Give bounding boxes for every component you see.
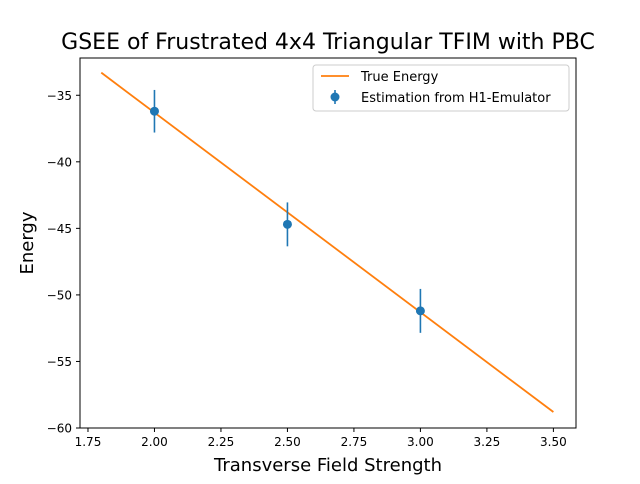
legend-true-energy-label: True Energy [360, 70, 439, 85]
x-tick-label: 2.50 [274, 435, 301, 449]
true-energy-line [100, 71, 554, 413]
estimation-point [149, 106, 159, 116]
x-tick-label: 2.00 [141, 435, 168, 449]
x-tick-label: 3.00 [407, 435, 434, 449]
estimation-point [282, 219, 292, 229]
estimation-point [415, 306, 425, 316]
x-axis-ticks: 1.75 2.00 2.25 2.50 2.75 3.00 3.25 3.50 [75, 428, 567, 449]
chart-title: GSEE of Frustrated 4x4 Triangular TFIM w… [61, 30, 595, 55]
axes-frame [79, 57, 577, 429]
legend: True Energy Estimation from H1-Emulator [312, 64, 570, 112]
y-tick-label: −60 [47, 422, 72, 436]
y-tick-label: −35 [47, 89, 72, 103]
legend-estimation-label: Estimation from H1-Emulator [361, 91, 551, 106]
x-tick-label: 2.25 [208, 435, 235, 449]
x-axis-label: Transverse Field Strength [213, 455, 442, 476]
y-axis-label: Energy [17, 211, 38, 274]
plot-area [100, 71, 554, 413]
y-tick-label: −45 [47, 222, 72, 236]
y-axis-ticks: −60 −55 −50 −45 −40 −35 [47, 89, 80, 436]
x-tick-label: 3.50 [540, 435, 567, 449]
legend-estimation-marker [330, 92, 340, 102]
y-tick-label: −50 [47, 288, 72, 302]
x-tick-label: 1.75 [75, 435, 102, 449]
y-tick-label: −40 [47, 155, 72, 169]
x-tick-label: 2.75 [341, 435, 368, 449]
legend-box [312, 64, 570, 112]
x-tick-label: 3.25 [474, 435, 501, 449]
y-tick-label: −55 [47, 355, 72, 369]
